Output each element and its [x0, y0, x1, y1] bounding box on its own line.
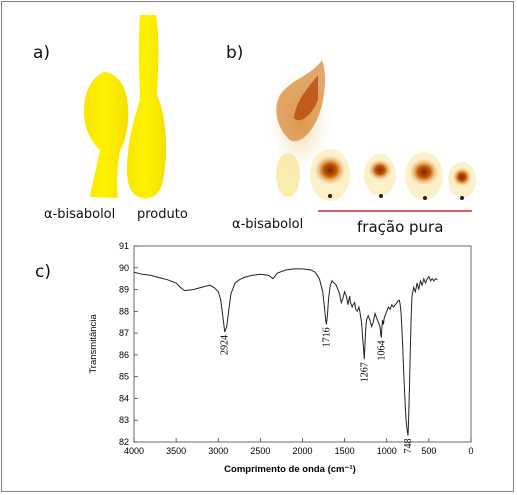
y-tick-label: 86 — [119, 350, 129, 360]
bisabolol-streak-tail — [276, 153, 300, 197]
panel-a-label-produto: produto — [137, 207, 188, 222]
panel-a-label-bisabolol: α-bisabolol — [44, 207, 116, 222]
fraction-spot-4 — [453, 168, 471, 186]
x-tick-label: 0 — [468, 446, 473, 456]
panel-b-letter: b) — [226, 43, 244, 63]
y-tick-label: 85 — [119, 372, 129, 382]
x-tick-label: 2000 — [292, 446, 312, 456]
produto-spot-a — [126, 15, 167, 199]
y-tick-label: 89 — [119, 285, 129, 295]
panel-b-label-bisabolol: α-bisabolol — [232, 217, 304, 232]
fraction-spot-2 — [369, 160, 391, 180]
tlc-spots-panel-a — [83, 15, 167, 199]
y-axis-title: Transmitância — [88, 314, 99, 374]
peak-label-1716: 1716 — [321, 327, 332, 347]
x-tick-label: 4000 — [124, 446, 144, 456]
y-tick-label: 83 — [119, 415, 129, 425]
x-tick-label: 3000 — [208, 446, 228, 456]
fraction-spot-3 — [410, 159, 438, 185]
peak-label-748: 748 — [403, 439, 414, 454]
peak-label-1064: 1064 — [376, 341, 387, 361]
x-tick-label: 3500 — [166, 446, 186, 456]
x-axis-title: Comprimento de onda (cm⁻¹) — [224, 464, 356, 475]
y-tick-label: 87 — [119, 328, 129, 338]
y-tick-label: 88 — [119, 306, 129, 316]
y-tick-label: 91 — [119, 241, 129, 251]
fraction-spot-1 — [315, 156, 345, 184]
spectrum-line — [133, 268, 438, 436]
panel-c-letter: c) — [35, 262, 51, 282]
y-tick-label: 82 — [119, 437, 129, 447]
tlc-spots-panel-b — [268, 60, 476, 212]
peak-label-2924: 2924 — [220, 335, 231, 355]
y-tick-label: 84 — [119, 393, 129, 403]
x-tick-label: 1500 — [335, 446, 355, 456]
y-tick-label: 90 — [119, 263, 129, 273]
plot-frame — [133, 245, 472, 443]
bisabolol-spot-a — [83, 72, 129, 198]
panel-a-letter: a) — [33, 43, 51, 63]
x-tick-label: 2500 — [250, 446, 270, 456]
panel-b-label-pure-fraction: fração pura — [357, 218, 444, 236]
x-tick-label: 1000 — [377, 446, 397, 456]
peak-label-1267: 1267 — [359, 362, 370, 382]
x-tick-label: 500 — [421, 446, 436, 456]
